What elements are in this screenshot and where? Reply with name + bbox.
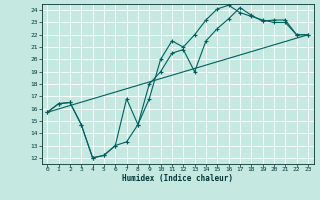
X-axis label: Humidex (Indice chaleur): Humidex (Indice chaleur): [122, 174, 233, 183]
